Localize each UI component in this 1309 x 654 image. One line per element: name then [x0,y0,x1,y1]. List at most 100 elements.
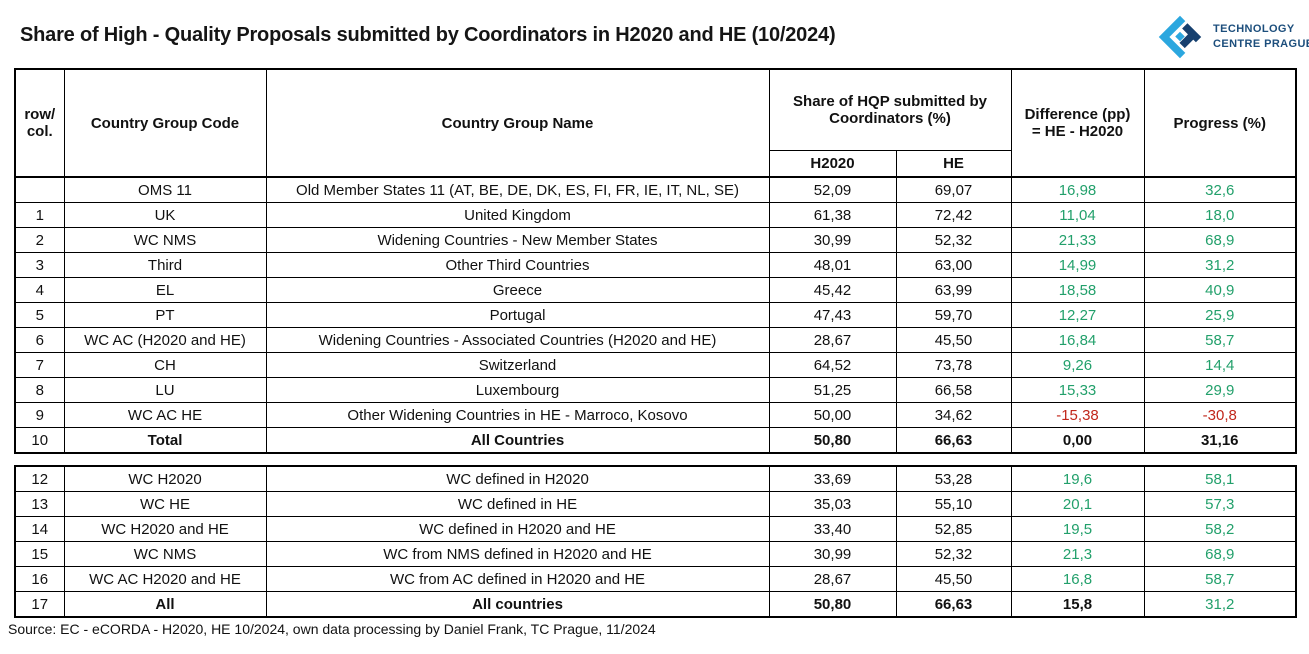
country-group-name-cell: WC defined in H2020 [265,465,770,492]
header-country-group-name: Country Group Name [265,68,770,178]
he-value-cell: 73,78 [895,352,1012,378]
difference-value-cell: 15,33 [1010,377,1145,403]
country-group-code-cell: WC NMS [63,227,267,253]
table-row: 6 WC AC (H2020 and HE) Widening Countries … [14,327,1297,353]
table-row: 8 LU Luxembourg 51,25 66,58 15,33 29,9 [14,377,1297,403]
he-value-cell: 55,10 [895,491,1012,517]
country-group-code-cell: PT [63,302,267,328]
he-value-cell: 72,42 [895,202,1012,228]
progress-value-cell: 25,9 [1143,302,1297,328]
h2020-value-cell: 50,80 [768,591,897,618]
table-row: 17 All All countries 50,80 66,63 15,8 31,2 [14,591,1297,618]
header-country-group-code: Country Group Code [63,68,267,178]
he-value-cell: 59,70 [895,302,1012,328]
header-row-col: row/ col. [14,68,65,178]
table-row: 7 CH Switzerland 64,52 73,78 9,26 14,4 [14,352,1297,378]
country-group-name-cell: Greece [265,277,770,303]
country-group-code-cell: CH [63,352,267,378]
header-he: HE [895,150,1012,178]
he-value-cell: 45,50 [895,327,1012,353]
row-number-cell: 4 [14,277,65,303]
tc-prague-logo: TECHNOLOGY CENTRE PRAGUE [1156,13,1309,61]
page-title: Share of High - Quality Proposals submit… [20,24,836,46]
country-group-name-cell: All countries [265,591,770,618]
h2020-value-cell: 64,52 [768,352,897,378]
difference-value-cell: 16,8 [1010,566,1145,592]
h2020-value-cell: 28,67 [768,327,897,353]
table1-body: OMS 11 Old Member States 11 (AT, BE, DE, … [14,176,1297,454]
progress-value-cell: 31,2 [1143,252,1297,278]
logo-text-line1: TECHNOLOGY [1213,23,1295,36]
table-row: 2 WC NMS Widening Countries - New Member S… [14,227,1297,253]
header-h2020: H2020 [768,150,897,178]
he-value-cell: 63,00 [895,252,1012,278]
table-row: 12 WC H2020 WC defined in H2020 33,69 53,28 1… [14,465,1297,492]
h2020-value-cell: 50,80 [768,427,897,454]
h2020-value-cell: 33,69 [768,465,897,492]
proposals-table-main: row/ col. Country Group Code Country Gro… [14,68,1297,454]
country-group-code-cell: Total [63,427,267,454]
h2020-value-cell: 30,99 [768,541,897,567]
he-value-cell: 52,32 [895,541,1012,567]
difference-value-cell: 19,5 [1010,516,1145,542]
h2020-value-cell: 28,67 [768,566,897,592]
row-number-cell: 10 [14,427,65,454]
table-row: 3 Third Other Third Countries 48,01 63,00 14,… [14,252,1297,278]
header-progress: Progress (%) [1143,68,1297,178]
difference-value-cell: -15,38 [1010,402,1145,428]
row-number-cell: 16 [14,566,65,592]
row-number-cell: 14 [14,516,65,542]
he-value-cell: 45,50 [895,566,1012,592]
logo-text: TECHNOLOGY CENTRE PRAGUE [1213,22,1309,52]
country-group-code-cell: LU [63,377,267,403]
tc-logo-icon [1158,15,1202,59]
difference-value-cell: 20,1 [1010,491,1145,517]
table-row: 9 WC AC HE Other Widening Countries in HE … [14,402,1297,428]
country-group-code-cell: WC AC HE [63,402,267,428]
country-group-name-cell: Switzerland [265,352,770,378]
row-number-cell: 5 [14,302,65,328]
difference-value-cell: 11,04 [1010,202,1145,228]
table-row: 1 UK United Kingdom 61,38 72,42 11,04 18,0 [14,202,1297,228]
h2020-value-cell: 48,01 [768,252,897,278]
h2020-value-cell: 50,00 [768,402,897,428]
row-number-cell: 13 [14,491,65,517]
h2020-value-cell: 45,42 [768,277,897,303]
table-header: row/ col. Country Group Code Country Gro… [14,68,1297,178]
progress-value-cell: 58,2 [1143,516,1297,542]
progress-value-cell: 58,7 [1143,327,1297,353]
proposals-table-widening: 12 WC H2020 WC defined in H2020 33,69 53,28 1… [14,465,1297,618]
progress-value-cell: 68,9 [1143,541,1297,567]
header-share-group: Share of HQP submitted by Coordinators (… [768,68,1012,151]
table-row: 15 WC NMS WC from NMS defined in H2020 and… [14,541,1297,567]
row-number-cell: 3 [14,252,65,278]
progress-value-cell: 32,6 [1143,176,1297,203]
table-row: 16 WC AC H2020 and HE WC from AC defined i… [14,566,1297,592]
country-group-code-cell: EL [63,277,267,303]
h2020-value-cell: 33,40 [768,516,897,542]
he-value-cell: 63,99 [895,277,1012,303]
difference-value-cell: 16,98 [1010,176,1145,203]
he-value-cell: 69,07 [895,176,1012,203]
row-number-cell: 9 [14,402,65,428]
country-group-name-cell: Other Third Countries [265,252,770,278]
he-value-cell: 34,62 [895,402,1012,428]
progress-value-cell: 57,3 [1143,491,1297,517]
row-number-cell: 7 [14,352,65,378]
difference-value-cell: 19,6 [1010,465,1145,492]
he-value-cell: 52,85 [895,516,1012,542]
difference-value-cell: 15,8 [1010,591,1145,618]
country-group-name-cell: WC defined in H2020 and HE [265,516,770,542]
progress-value-cell: 58,7 [1143,566,1297,592]
country-group-name-cell: Luxembourg [265,377,770,403]
logo-text-line2: CENTRE PRAGUE [1213,38,1309,50]
country-group-name-cell: Widening Countries - New Member States [265,227,770,253]
h2020-value-cell: 30,99 [768,227,897,253]
country-group-code-cell: UK [63,202,267,228]
country-group-code-cell: WC H2020 and HE [63,516,267,542]
h2020-value-cell: 61,38 [768,202,897,228]
row-number-cell: 6 [14,327,65,353]
row-number-cell: 15 [14,541,65,567]
country-group-code-cell: WC HE [63,491,267,517]
he-value-cell: 53,28 [895,465,1012,492]
